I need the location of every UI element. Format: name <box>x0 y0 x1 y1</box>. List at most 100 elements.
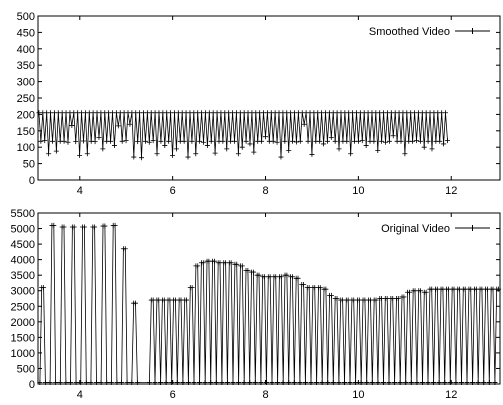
y-tick-label: 200 <box>17 109 35 121</box>
data-point <box>197 138 203 144</box>
data-point <box>348 151 354 157</box>
data-point <box>375 379 381 385</box>
data-point <box>247 379 253 385</box>
legend-label: Original Video <box>381 223 450 235</box>
legend-marker <box>469 225 476 231</box>
data-point <box>290 138 296 144</box>
data-point <box>401 294 407 300</box>
data-point <box>122 246 128 252</box>
legend-marker <box>469 28 476 34</box>
data-point <box>437 138 443 144</box>
data-point <box>278 154 284 160</box>
data-point <box>245 268 251 274</box>
data-point <box>134 379 140 385</box>
data-point <box>102 223 108 229</box>
x-tick-label: 10 <box>352 185 364 197</box>
data-point <box>364 379 370 385</box>
data-point <box>174 379 180 385</box>
data-point <box>418 288 424 294</box>
data-point <box>496 286 502 292</box>
data-point <box>369 379 375 385</box>
data-point <box>421 144 427 150</box>
data-point <box>219 379 225 385</box>
data-point <box>301 121 307 127</box>
y-tick-label: 500 <box>17 363 35 375</box>
data-point <box>431 379 437 385</box>
data-point <box>470 379 476 385</box>
data-point <box>108 138 114 144</box>
data-point <box>189 285 195 291</box>
data-point <box>328 134 334 140</box>
data-point <box>224 146 230 152</box>
data-point <box>202 379 208 385</box>
data-point <box>181 138 187 144</box>
data-point <box>204 143 210 149</box>
data-point <box>46 151 52 157</box>
data-point <box>119 138 125 144</box>
x-tick-label: 4 <box>77 389 83 401</box>
data-point <box>324 138 330 144</box>
data-point <box>47 379 53 385</box>
data-point <box>158 138 164 144</box>
data-point <box>42 379 48 385</box>
data-point <box>135 139 141 145</box>
data-point <box>96 134 102 140</box>
data-point <box>492 379 498 385</box>
data-point <box>180 379 186 385</box>
data-point <box>185 379 191 385</box>
y-tick-label: 100 <box>17 142 35 154</box>
y-tick-label: 250 <box>17 93 35 105</box>
data-point <box>390 133 396 139</box>
series-markers <box>37 222 502 385</box>
data-point <box>443 110 449 116</box>
data-point <box>321 141 327 147</box>
data-point <box>334 296 340 301</box>
plot-frame <box>37 212 501 385</box>
data-point <box>258 379 264 385</box>
data-point <box>169 379 175 385</box>
data-point <box>398 138 404 144</box>
y-tick-label: 150 <box>17 126 35 138</box>
data-point <box>395 296 401 301</box>
data-point <box>80 138 86 144</box>
data-point <box>108 379 114 385</box>
data-point <box>293 139 299 145</box>
y-tick-label: 500 <box>17 11 35 23</box>
y-tick-label: 0 <box>29 379 35 391</box>
data-point <box>142 138 148 144</box>
data-point <box>224 379 230 385</box>
data-point <box>458 379 464 385</box>
data-point <box>286 147 292 153</box>
data-point <box>211 258 217 264</box>
data-point <box>146 379 152 385</box>
series-line <box>38 112 448 158</box>
data-point <box>423 289 429 295</box>
data-point <box>193 151 199 157</box>
data-point <box>305 138 311 144</box>
y-tick-label: 4000 <box>11 255 35 267</box>
y-tick-label: 450 <box>17 27 35 39</box>
data-point <box>37 379 43 385</box>
data-point <box>402 151 408 157</box>
data-point <box>201 139 207 145</box>
data-point <box>124 379 130 385</box>
y-tick-label: 400 <box>17 44 35 56</box>
data-point <box>286 379 292 385</box>
data-point <box>330 379 336 385</box>
data-point <box>419 379 425 385</box>
x-tick-label: 6 <box>170 389 176 401</box>
data-point <box>185 154 191 160</box>
data-point <box>297 379 303 385</box>
data-point <box>278 274 284 280</box>
data-point <box>220 138 226 144</box>
data-point <box>73 379 79 385</box>
data-point <box>239 144 245 150</box>
data-point <box>235 151 241 157</box>
data-point <box>274 139 280 145</box>
data-point <box>78 379 84 385</box>
plot-frame <box>37 15 501 181</box>
data-point <box>317 138 323 144</box>
data-point <box>228 260 234 266</box>
data-point <box>119 379 125 385</box>
data-point <box>325 379 331 385</box>
